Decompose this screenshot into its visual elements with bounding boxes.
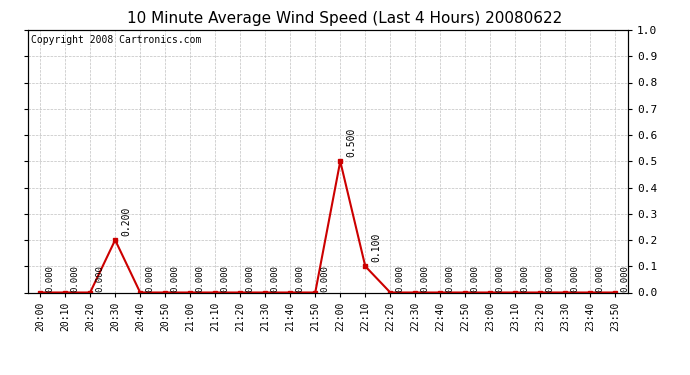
Text: 0.000: 0.000 bbox=[320, 265, 329, 292]
Text: 0.000: 0.000 bbox=[270, 265, 279, 292]
Text: 0.000: 0.000 bbox=[420, 265, 429, 292]
Text: 0.000: 0.000 bbox=[195, 265, 204, 292]
Text: 0.000: 0.000 bbox=[520, 265, 529, 292]
Text: 0.000: 0.000 bbox=[595, 265, 604, 292]
Text: 0.200: 0.200 bbox=[121, 207, 131, 236]
Text: 0.000: 0.000 bbox=[471, 265, 480, 292]
Text: Copyright 2008 Cartronics.com: Copyright 2008 Cartronics.com bbox=[30, 35, 201, 45]
Text: 0.100: 0.100 bbox=[371, 233, 382, 262]
Text: 0.000: 0.000 bbox=[620, 265, 629, 292]
Text: 0.000: 0.000 bbox=[95, 265, 104, 292]
Text: 0.500: 0.500 bbox=[346, 128, 357, 158]
Text: 0.000: 0.000 bbox=[445, 265, 454, 292]
Text: 0.000: 0.000 bbox=[145, 265, 154, 292]
Text: 0.000: 0.000 bbox=[220, 265, 229, 292]
Text: 0.000: 0.000 bbox=[545, 265, 554, 292]
Text: 0.000: 0.000 bbox=[395, 265, 404, 292]
Text: 0.000: 0.000 bbox=[245, 265, 254, 292]
Text: 0.000: 0.000 bbox=[495, 265, 504, 292]
Text: 0.000: 0.000 bbox=[571, 265, 580, 292]
Text: 10 Minute Average Wind Speed (Last 4 Hours) 20080622: 10 Minute Average Wind Speed (Last 4 Hou… bbox=[128, 11, 562, 26]
Text: 0.000: 0.000 bbox=[295, 265, 304, 292]
Text: 0.000: 0.000 bbox=[170, 265, 179, 292]
Text: 0.000: 0.000 bbox=[45, 265, 54, 292]
Text: 0.000: 0.000 bbox=[70, 265, 79, 292]
